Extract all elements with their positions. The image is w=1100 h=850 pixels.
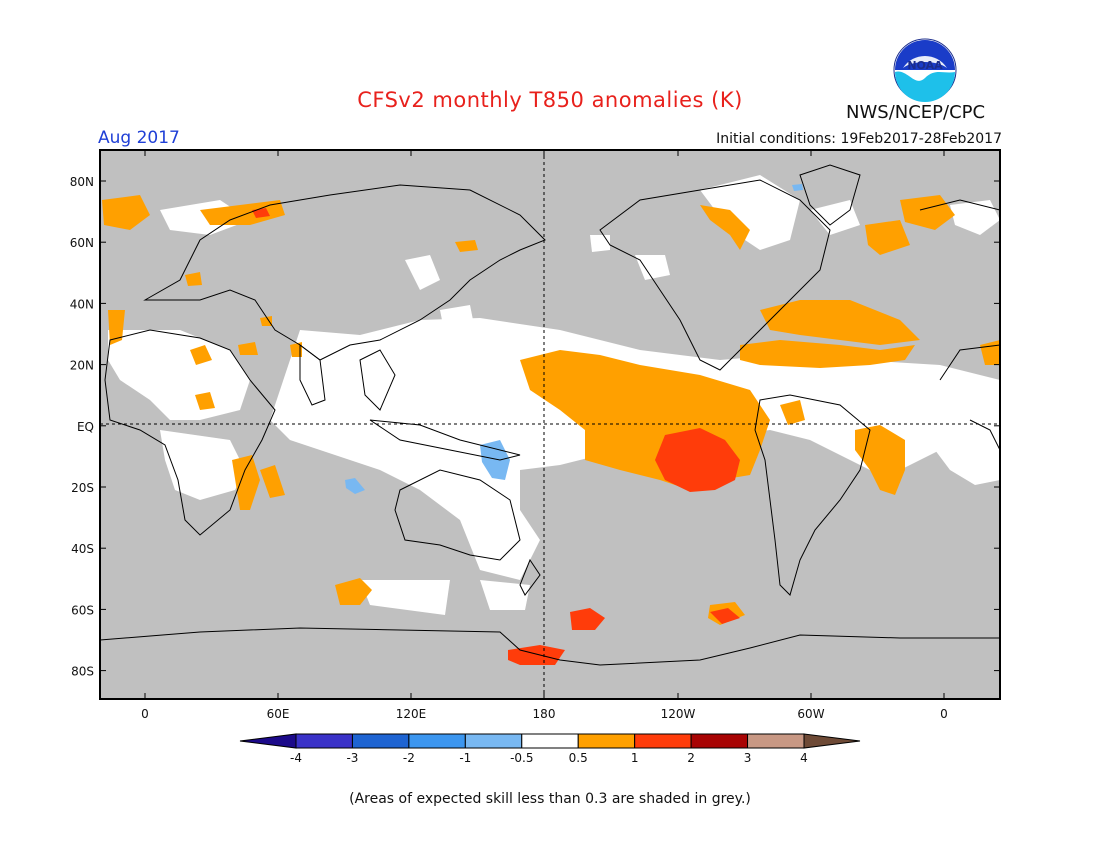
legend-tick-label: 1 xyxy=(631,751,639,765)
legend-tick-label: 0.5 xyxy=(569,751,588,765)
legend-swatch xyxy=(295,733,353,749)
lat-label: 20N xyxy=(70,359,94,373)
lat-label: EQ xyxy=(77,420,94,434)
legend-swatch xyxy=(747,733,805,749)
map-title: CFSv2 monthly T850 anomalies (K) xyxy=(357,88,743,112)
lat-label: 20S xyxy=(71,481,94,495)
legend-tick-label: 4 xyxy=(800,751,808,765)
lon-label: 120W xyxy=(661,707,696,721)
legend-swatch xyxy=(521,733,579,749)
cool-anomaly-regions xyxy=(345,184,803,494)
lon-label: 120E xyxy=(396,707,427,721)
lon-label: 0 xyxy=(141,707,149,721)
lat-label: 40N xyxy=(70,297,94,311)
legend-swatch-min xyxy=(239,733,297,749)
map-frame xyxy=(99,149,1001,700)
legend-tick-label: 2 xyxy=(687,751,695,765)
coastlines xyxy=(100,164,1000,666)
legend-swatch xyxy=(408,733,466,749)
legend-swatch-max xyxy=(803,733,861,749)
legend-tick-label: 3 xyxy=(744,751,752,765)
lon-label: 60W xyxy=(797,707,824,721)
legend-swatch xyxy=(690,733,749,749)
color-legend: -4 -3 -2 -1 -0.5 0.5 1 2 3 4 xyxy=(239,733,861,765)
lat-label: 60S xyxy=(71,603,94,617)
legend-tick-label: -1 xyxy=(459,751,471,765)
legend-swatch xyxy=(577,733,636,749)
noaa-logo-text: NOAA xyxy=(907,59,943,72)
skill-footnote: (Areas of expected skill less than 0.3 a… xyxy=(349,791,751,807)
legend-tick-label: -3 xyxy=(346,751,358,765)
lon-label: 0 xyxy=(940,707,948,721)
lat-label: 80S xyxy=(71,665,94,679)
lon-label: 180 xyxy=(533,707,556,721)
lat-label: 80N xyxy=(70,175,94,189)
latitude-axis: 80N 60N 40N 20N EQ 20S 40S 60S 80S xyxy=(70,175,1000,679)
strong-warm-anomaly-regions xyxy=(252,208,740,665)
legend-swatch xyxy=(351,733,410,749)
lon-label: 60E xyxy=(267,707,290,721)
legend-swatch xyxy=(464,733,523,749)
forecast-month: Aug 2017 xyxy=(98,128,180,148)
anomaly-map xyxy=(100,150,1000,699)
initial-conditions: Initial conditions: 19Feb2017-28Feb2017 xyxy=(716,131,1002,147)
legend-tick-label: -4 xyxy=(290,751,302,765)
near-normal-regions xyxy=(108,175,1000,615)
agency-label: NWS/NCEP/CPC xyxy=(846,102,986,123)
lat-label: 40S xyxy=(71,542,94,556)
longitude-axis: 0 60E 120E 180 120W 60W 0 xyxy=(141,150,948,721)
legend-tick-label: -0.5 xyxy=(510,751,533,765)
legend-swatch xyxy=(634,733,692,749)
lat-label: 60N xyxy=(70,236,94,250)
legend-tick-label: -2 xyxy=(403,751,415,765)
graticule xyxy=(100,150,1000,699)
noaa-logo: NOAA xyxy=(893,38,957,102)
